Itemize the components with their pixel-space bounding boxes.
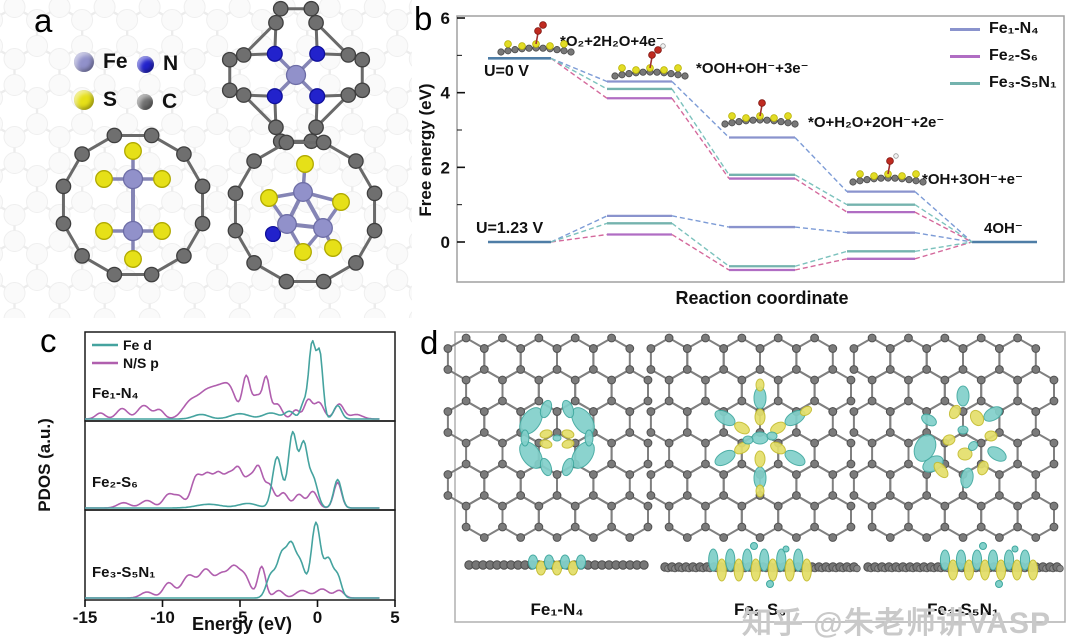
n-atom-icon (137, 55, 154, 73)
panel-a-letter: a (34, 2, 53, 39)
x-tick-label: -15 (73, 608, 98, 627)
panel-a-structures: a Fe N S C (0, 0, 412, 318)
panel-d-letter: d (420, 324, 439, 361)
y-tick-label: 4 (441, 84, 451, 103)
x-tick-label: -10 (150, 608, 175, 627)
pdos-frames (84, 331, 396, 601)
structure-label-fe2s6: Fe₂-S₆ (733, 600, 787, 619)
annotation-label: U=1.23 V (476, 220, 543, 237)
x-tick-label: -5 (232, 608, 247, 627)
panel-a-canvas (0, 0, 412, 318)
x-tick-label: 5 (390, 608, 399, 627)
pdos-legend-label: N/S p (123, 355, 159, 371)
sideview-fe2s6 (660, 542, 861, 588)
panel-d-charge-density: d Fe₁-N₄ Fe₂-S₆ Fe₃-S₅N₁ (420, 318, 1080, 642)
graphene-topview-2 (849, 333, 1059, 542)
sideview-fe3s5n1 (863, 542, 1064, 588)
legend-item-1: Fe₂-S₆ (950, 47, 1057, 65)
y-tick-label: 2 (441, 158, 450, 177)
annotation-label: *OH+3OH⁻+e⁻ (922, 171, 1023, 188)
x-axis-ticks: -15 -10 -5 0 5 (73, 600, 400, 627)
plot-frame (456, 15, 1065, 283)
isosurface-topview-0 (519, 399, 595, 477)
panel-b-letter: b (414, 0, 433, 37)
fe3-s5n1-structure (227, 134, 383, 290)
free-energy-plot: 0 2 4 6 U=0 V U=1.23 V *O₂+2H₂O+4e⁻ *OOH+OH⁻+3e… (441, 9, 1065, 283)
panel-c-pdos: -15 -10 -5 0 5 Fe d N/S p Fe₁-N₄ Fe₂-S₆ Fe₃-S₅N₁ … (30, 318, 412, 642)
pdos-panel-label: Fe₂-S₆ (92, 474, 138, 491)
y-axis-ticks: 0 2 4 6 (441, 9, 465, 252)
annotation-label: *O₂+2H₂O+4e⁻ (560, 33, 664, 50)
fe2-s6-structure (55, 127, 211, 283)
sideview-fe1n4 (464, 554, 649, 576)
pdos-labels: Fe d N/S p Fe₁-N₄ Fe₂-S₆ Fe₃-S₅N₁ (92, 337, 159, 581)
legend-label: Fe₂-S₆ (989, 47, 1039, 64)
isosurface-topview-2 (913, 385, 1007, 489)
legend-item-2: Fe₃-S₅N₁ (950, 74, 1057, 92)
panel-b-free-energy: 0 2 4 6 U=0 V U=1.23 V *O₂+2H₂O+4e⁻ *OOH+OH⁻+3e… (412, 0, 1080, 318)
legend-item-fe: Fe (74, 50, 128, 74)
charge-density-canvas (443, 331, 1066, 623)
dashed-connectors (550, 57, 973, 271)
zhihu-watermark: 知乎 @朱老师讲VASP (742, 607, 1052, 640)
legend-item-0: Fe₁-N₄ (950, 20, 1057, 38)
y-tick-label: 6 (441, 9, 450, 28)
structure-label-fe1n4: Fe₁-N₄ (530, 600, 584, 619)
annotation-label: *O+H₂O+2OH⁻+2e⁻ (808, 114, 944, 131)
free-energy-x-axis-title: Reaction coordinate (675, 288, 849, 308)
fe-atom-label: Fe (103, 50, 128, 73)
structure-label-fe3s5n1: Fe₃-S₅N₁ (927, 600, 999, 619)
legend-item-c: C (137, 90, 177, 114)
legend-line-swatch (950, 81, 980, 85)
pdos-curves (84, 339, 380, 599)
fe-atom-icon (74, 52, 94, 72)
isosurface-topview-1 (714, 378, 813, 498)
free-energy-y-axis-title: Free energy (eV) (416, 83, 435, 217)
legend-item-n: N (137, 52, 178, 76)
legend-label: Fe₃-S₅N₁ (989, 74, 1057, 91)
free-energy-legend: Fe₁-N₄ Fe₂-S₆ Fe₃-S₅N₁ (950, 20, 1057, 92)
panel-d-frame (454, 331, 1066, 623)
graphene-topview-0 (443, 333, 653, 542)
c-atom-label: C (162, 90, 178, 113)
pdos-plot: -15 -10 -5 0 5 Fe d N/S p Fe₁-N₄ Fe₂-S₆ Fe₃-S₅N₁ (73, 331, 400, 627)
legend-line-swatch (950, 27, 980, 31)
annotation-label: 4OH⁻ (984, 220, 1023, 237)
energy-levels (488, 57, 1037, 272)
s-atom-label: S (103, 88, 118, 111)
pdos-y-axis-title: PDOS (a.u.) (35, 418, 54, 512)
annotation-label: *OOH+OH⁻+3e⁻ (696, 60, 809, 77)
pdos-legend-label: Fe d (123, 337, 152, 353)
fe1-n4-structure (221, 0, 371, 150)
annotations: U=0 V U=1.23 V *O₂+2H₂O+4e⁻ *OOH+OH⁻+3e⁻ *O+… (476, 33, 1023, 237)
legend-label: Fe₁-N₄ (989, 20, 1039, 37)
graphene-topview-1 (646, 333, 856, 542)
pdos-panel-label: Fe₃-S₅N₁ (92, 564, 155, 581)
molecule-insets (497, 21, 927, 186)
y-tick-label: 0 (441, 233, 450, 252)
n-atom-label: N (163, 52, 179, 75)
pdos-panel-label: Fe₁-N₄ (92, 385, 139, 402)
x-tick-label: 0 (313, 608, 322, 627)
panel-c-letter: c (40, 322, 57, 359)
s-atom-icon (74, 90, 94, 110)
legend-line-swatch (950, 54, 980, 58)
annotation-label: U=0 V (484, 63, 529, 80)
pdos-x-axis-title: Energy (eV) (191, 614, 293, 634)
legend-item-s: S (74, 88, 117, 112)
c-atom-icon (137, 94, 153, 110)
